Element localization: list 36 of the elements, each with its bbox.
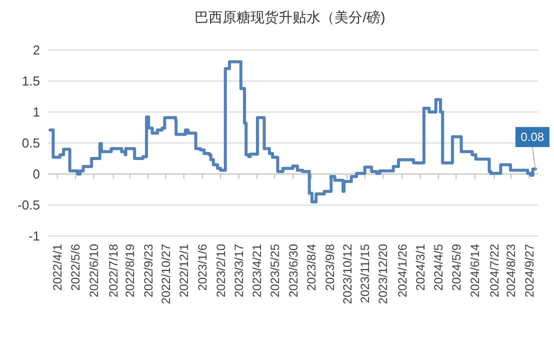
x-tick-label: 2022/4/1 <box>50 244 65 291</box>
x-tick-label: 2024/7/22 <box>488 244 502 298</box>
y-tick-label: 1.5 <box>22 74 40 89</box>
x-tick-label: 2023/8/4 <box>304 244 319 291</box>
x-tick-label: 2023/3/17 <box>232 244 246 298</box>
x-tick-label: 2023/11/15 <box>358 244 372 304</box>
x-tick-label: 2024/5/9 <box>449 244 464 291</box>
y-tick-label: -1 <box>28 228 40 244</box>
x-tick-label: 2024/4/5 <box>432 244 446 291</box>
x-tick-label: 2024/3/1 <box>413 244 428 291</box>
x-tick-label: 2024/9/27 <box>522 244 536 298</box>
y-tick-label: 1 <box>32 104 40 120</box>
chart-title: 巴西原糖现货升贴水（美分/磅) <box>194 9 386 25</box>
x-tick-label: 2024/1/26 <box>395 244 410 298</box>
x-tick-label: 2023/5/25 <box>268 244 282 298</box>
x-tick-label: 2022/6/10 <box>86 244 101 298</box>
y-tick-label: 0 <box>32 166 40 182</box>
x-tick-label: 2023/9/8 <box>322 244 337 291</box>
x-tick-label: 2022/7/18 <box>106 244 121 298</box>
x-tick-label: 2024/6/14 <box>468 244 482 298</box>
x-tick-label: 2024/8/23 <box>504 244 518 298</box>
x-tick-label: 2023/1/6 <box>196 244 210 291</box>
x-tick-label: 2023/10/12 <box>340 244 354 304</box>
x-tick-label: 2022/10/27 <box>158 244 173 304</box>
x-tick-label: 2023/4/21 <box>250 244 264 298</box>
x-tick-label: 2023/2/10 <box>214 244 228 298</box>
annotation: 0.08 <box>520 130 544 144</box>
x-tick-label: 2022/8/19 <box>123 244 138 298</box>
x-tick-label: 2022/9/23 <box>141 244 156 298</box>
y-tick-label: 0.5 <box>22 136 40 151</box>
x-tick-label: 2022/12/1 <box>177 244 192 298</box>
x-tick-label: 2023/12/20 <box>376 244 390 304</box>
x-tick-label: 2023/6/30 <box>286 244 300 298</box>
y-tick-label: 2 <box>32 42 40 58</box>
x-tick-label: 2022/5/6 <box>68 244 83 291</box>
y-tick-label: -0.5 <box>18 198 40 213</box>
